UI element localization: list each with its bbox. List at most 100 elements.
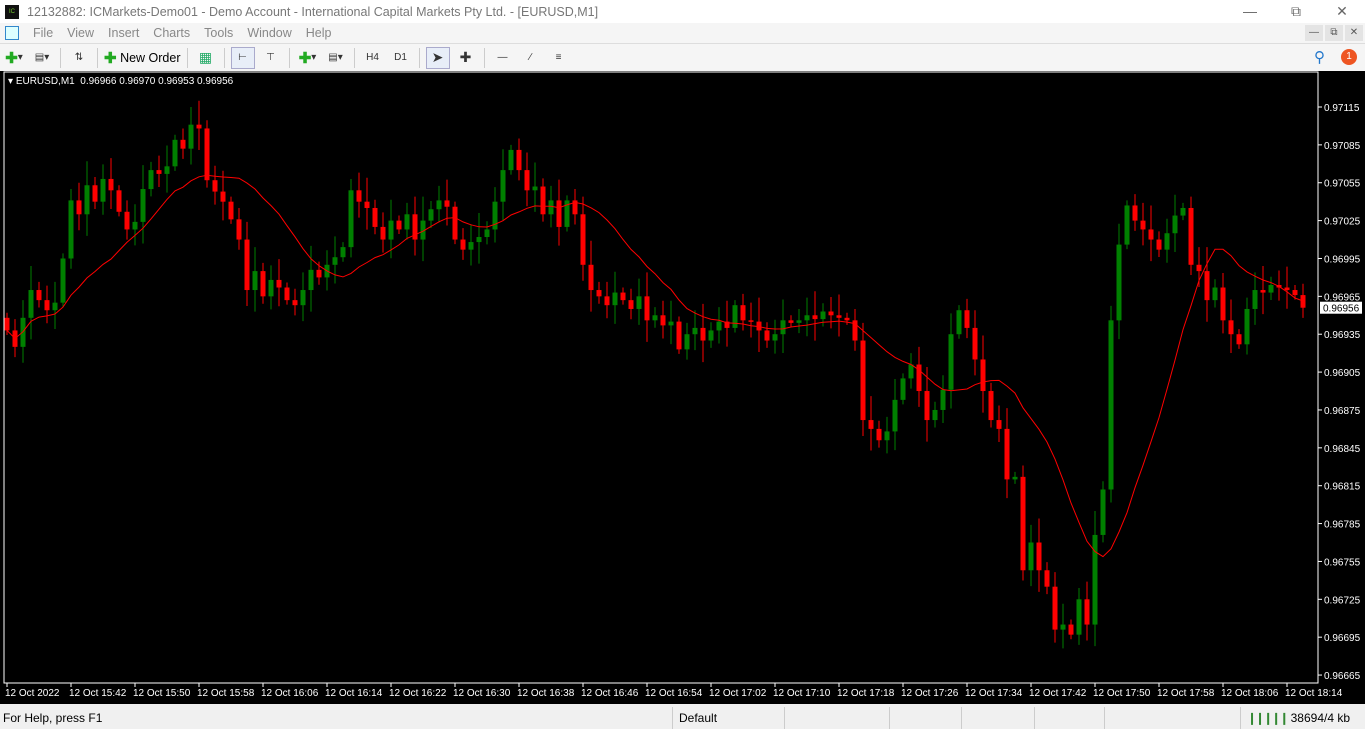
bear-candle bbox=[1140, 220, 1146, 230]
y-tick-label: 0.96875 bbox=[1324, 406, 1361, 417]
search-icon[interactable]: ⚲ bbox=[1314, 49, 1325, 66]
bear-candle bbox=[1132, 205, 1138, 221]
bear-candle bbox=[756, 321, 762, 331]
x-tick-label: 12 Oct 18:14 bbox=[1285, 688, 1343, 699]
bear-candle bbox=[76, 200, 82, 215]
bull-candle bbox=[188, 124, 194, 149]
new-chart-button[interactable]: ✚ ▾ bbox=[5, 49, 23, 67]
bear-candle bbox=[604, 296, 610, 306]
market-watch-button[interactable]: ⇅ bbox=[67, 47, 91, 69]
menu-charts[interactable]: Charts bbox=[153, 26, 191, 40]
bull-candle bbox=[1268, 284, 1274, 293]
indicators-button[interactable]: ✚ ▾ bbox=[298, 49, 317, 67]
chart-window[interactable]: 0.97115 0.97085 0.97055 0.97025 0.96995 0.969… bbox=[0, 71, 1365, 704]
bear-candle bbox=[828, 311, 834, 316]
bull-candle bbox=[1108, 320, 1114, 490]
x-tick-label: 12 Oct 16:06 bbox=[261, 688, 319, 699]
bear-candle bbox=[92, 185, 98, 202]
y-tick-label: 0.97025 bbox=[1324, 217, 1361, 228]
bear-candle bbox=[860, 340, 866, 421]
bull-candle bbox=[1012, 476, 1018, 480]
menu-window[interactable]: Window bbox=[247, 26, 292, 40]
auto-scroll-button[interactable]: ⊢ bbox=[230, 46, 255, 69]
bear-candle bbox=[196, 124, 202, 129]
y-tick-label: 0.96785 bbox=[1324, 520, 1361, 531]
minimize-button[interactable]: — bbox=[1243, 3, 1257, 19]
bull-candle bbox=[1212, 287, 1218, 301]
chart-window-icon[interactable] bbox=[5, 26, 19, 40]
bear-candle bbox=[996, 420, 1002, 429]
tile-windows-button[interactable]: ▦ bbox=[194, 47, 218, 69]
auto-scroll-icon: ⊢ bbox=[238, 52, 247, 63]
bear-candle bbox=[924, 391, 930, 421]
menu-tools[interactable]: Tools bbox=[204, 26, 234, 40]
timeframe-d1[interactable]: D1 bbox=[394, 52, 407, 63]
bear-candle bbox=[44, 300, 50, 311]
bear-candle bbox=[444, 200, 450, 207]
bull-candle bbox=[1172, 215, 1178, 234]
bear-candle bbox=[788, 320, 794, 323]
menu-help[interactable]: Help bbox=[305, 26, 332, 40]
horizontal-line-icon: — bbox=[497, 52, 508, 63]
x-tick-label: 12 Oct 15:50 bbox=[133, 688, 191, 699]
x-tick-label: 12 Oct 17:26 bbox=[901, 688, 959, 699]
bear-candle bbox=[1300, 295, 1306, 308]
x-tick-label: 12 Oct 16:46 bbox=[581, 688, 639, 699]
maximize-button[interactable]: ⧉ bbox=[1291, 3, 1301, 19]
bear-candle bbox=[628, 300, 634, 309]
bear-candle bbox=[844, 317, 850, 321]
bull-candle bbox=[708, 330, 714, 341]
bull-candle bbox=[780, 320, 786, 335]
bull-candle bbox=[348, 190, 354, 248]
bull-candle bbox=[492, 201, 498, 230]
mdi-close-button[interactable]: ✕ bbox=[1345, 25, 1363, 41]
timeframe-h4[interactable]: H4 bbox=[366, 52, 379, 63]
mdi-minimize-button[interactable]: — bbox=[1305, 25, 1323, 41]
y-tick-label: 0.96815 bbox=[1324, 482, 1361, 493]
new-order-button[interactable]: ✚ New Order bbox=[104, 47, 181, 69]
crosshair-tool[interactable]: ✚ bbox=[454, 47, 478, 69]
trendline-tool[interactable]: ∕ bbox=[519, 47, 543, 69]
candlestick-chart[interactable]: 0.97115 0.97085 0.97055 0.97025 0.96995 0.969… bbox=[0, 71, 1365, 704]
x-tick-label: 12 Oct 16:38 bbox=[517, 688, 575, 699]
new-order-label: New Order bbox=[120, 50, 181, 65]
bear-candle bbox=[116, 190, 122, 212]
x-tick-label: 12 Oct 2022 bbox=[5, 688, 60, 699]
fibonacci-tool[interactable]: ≡ bbox=[547, 47, 571, 69]
bear-candle bbox=[4, 317, 10, 331]
bull-candle bbox=[940, 389, 946, 410]
bear-candle bbox=[1020, 476, 1026, 571]
notification-badge[interactable]: 1 bbox=[1341, 49, 1357, 65]
bear-candle bbox=[660, 315, 666, 326]
mdi-restore-button[interactable]: ⧉ bbox=[1325, 25, 1343, 41]
bull-candle bbox=[1180, 207, 1186, 216]
bull-candle bbox=[52, 302, 58, 311]
bull-candle bbox=[308, 269, 314, 291]
x-tick-label: 12 Oct 16:14 bbox=[325, 688, 383, 699]
bull-candle bbox=[300, 290, 306, 306]
bear-candle bbox=[596, 290, 602, 297]
tile-icon: ▦ bbox=[198, 49, 213, 65]
connection-icon: ❙❙❙❙❙ bbox=[1247, 711, 1289, 725]
menu-file[interactable]: File bbox=[33, 26, 54, 40]
bear-candle bbox=[964, 310, 970, 328]
bull-candle bbox=[388, 220, 394, 240]
bear-candle bbox=[204, 128, 210, 181]
bear-candle bbox=[1204, 271, 1210, 301]
bull-candle bbox=[1164, 233, 1170, 250]
bear-candle bbox=[972, 327, 978, 360]
bear-candle bbox=[620, 292, 626, 301]
bull-candle bbox=[1252, 290, 1258, 309]
plus-icon: ✚ bbox=[5, 49, 18, 67]
cursor-tool[interactable]: ➤ bbox=[425, 46, 450, 69]
menu-view[interactable]: View bbox=[67, 26, 95, 40]
bull-candle bbox=[948, 334, 954, 390]
chart-shift-button[interactable]: ⊤ bbox=[259, 47, 283, 69]
bear-candle bbox=[124, 211, 130, 230]
close-button[interactable]: ✕ bbox=[1336, 3, 1348, 19]
window-title: 12132882: ICMarkets-Demo01 - Demo Accoun… bbox=[27, 4, 599, 19]
horizontal-line-tool[interactable]: — bbox=[491, 47, 515, 69]
profiles-button[interactable]: ▤ ▾ bbox=[34, 52, 50, 63]
templates-button[interactable]: ▤ ▾ bbox=[328, 52, 343, 63]
menu-insert[interactable]: Insert bbox=[108, 26, 140, 40]
